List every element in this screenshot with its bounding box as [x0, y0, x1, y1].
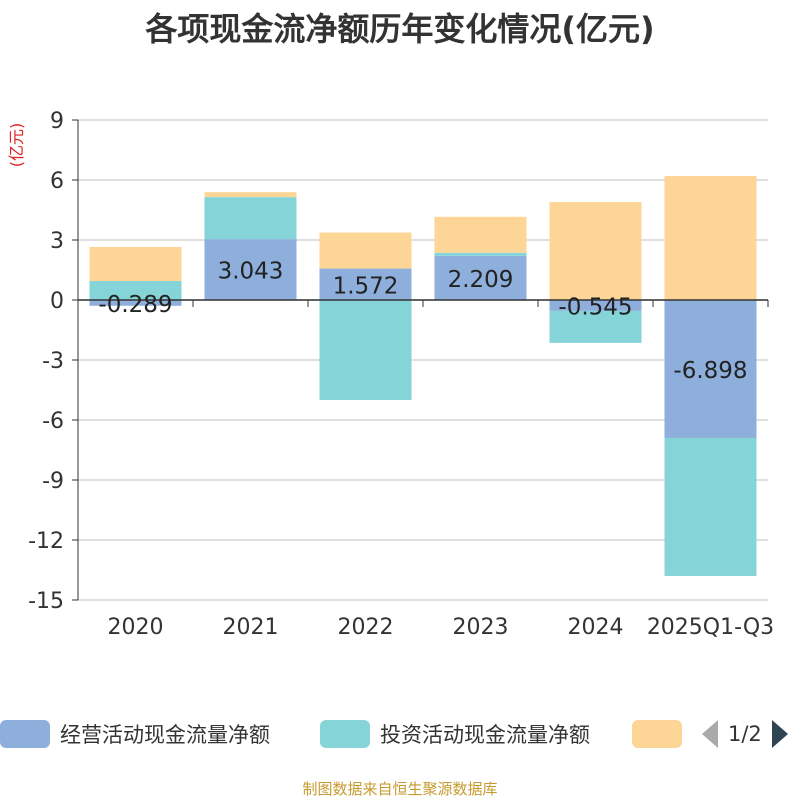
- x-tick-label: 2020: [108, 615, 164, 640]
- bar-operating-2025Q1-Q3: [664, 300, 757, 438]
- bar-investing-2023: [434, 252, 527, 256]
- x-tick-label: 2024: [568, 615, 624, 640]
- y-tick-label: -12: [28, 529, 64, 554]
- bar-operating-2021: [204, 239, 297, 300]
- x-tick-label: 2025Q1-Q3: [647, 615, 774, 640]
- legend-swatch-investing: [320, 720, 370, 748]
- data-label-operating: 1.572: [333, 273, 399, 299]
- data-source-note: 制图数据来自恒生聚源数据库: [302, 780, 498, 798]
- stacked-bar-chart: 9 6 3 0 -3 -6 -9 -12 -15 (亿元) 2020 2021 2022 2023 2024…: [7, 109, 774, 640]
- bar-investing-2022: [319, 300, 412, 400]
- y-tick-label: -9: [42, 469, 64, 494]
- data-label-operating: -0.545: [558, 294, 632, 320]
- bar-operating-2022: [319, 268, 412, 300]
- y-tick-label: 0: [50, 289, 64, 314]
- bar-investing-2020: [89, 281, 182, 300]
- x-tick-label: 2021: [223, 615, 279, 640]
- legend-item-operating[interactable]: 经营活动现金流量净额: [0, 716, 270, 752]
- bar-financing-2025Q1-Q3: [664, 176, 757, 300]
- y-tick-label: -15: [28, 589, 64, 614]
- data-label-operating: -0.289: [98, 292, 172, 318]
- legend-next-page-icon[interactable]: [771, 720, 788, 748]
- y-tick-label: -3: [42, 349, 64, 374]
- data-label-operating: 3.043: [218, 259, 284, 285]
- legend-page-indicator: 1/2: [728, 722, 762, 746]
- bar-investing-2024: [549, 310, 642, 343]
- legend: 经营活动现金流量净额 投资活动现金流量净额 1/2: [0, 716, 800, 752]
- legend-item-investing[interactable]: 投资活动现金流量净额: [320, 716, 590, 752]
- bar-operating-2020: [89, 300, 182, 306]
- bar-financing-2022: [319, 232, 412, 269]
- y-axis-unit-label: (亿元): [7, 123, 26, 168]
- bar-financing-2024: [549, 202, 642, 300]
- legend-label-investing: 投资活动现金流量净额: [380, 723, 590, 747]
- legend-label-operating: 经营活动现金流量净额: [60, 723, 270, 747]
- y-tick-label: 9: [50, 109, 64, 134]
- bar-investing-2021: [204, 197, 297, 240]
- x-tick-label: 2022: [338, 615, 394, 640]
- x-tick-label: 2023: [453, 615, 509, 640]
- bar-financing-2023: [434, 216, 527, 253]
- legend-prev-page-icon[interactable]: [702, 720, 718, 748]
- bar-financing-2021: [204, 192, 297, 198]
- bar-financing-2020: [89, 247, 182, 281]
- bar-operating-2023: [434, 255, 527, 300]
- legend-item-financing[interactable]: [632, 716, 692, 752]
- legend-swatch-financing: [632, 720, 682, 748]
- legend-pager: 1/2: [702, 716, 788, 752]
- legend-swatch-operating: [0, 720, 50, 748]
- chart-title: 各项现金流净额历年变化情况(亿元): [145, 10, 655, 48]
- y-tick-label: 3: [50, 229, 64, 254]
- bar-investing-2025Q1-Q3: [664, 437, 757, 576]
- bar-operating-2024: [549, 300, 642, 311]
- data-label-operating: -6.898: [673, 358, 747, 384]
- data-label-operating: 2.209: [448, 267, 514, 293]
- y-tick-label: -6: [42, 409, 64, 434]
- y-tick-label: 6: [50, 169, 64, 194]
